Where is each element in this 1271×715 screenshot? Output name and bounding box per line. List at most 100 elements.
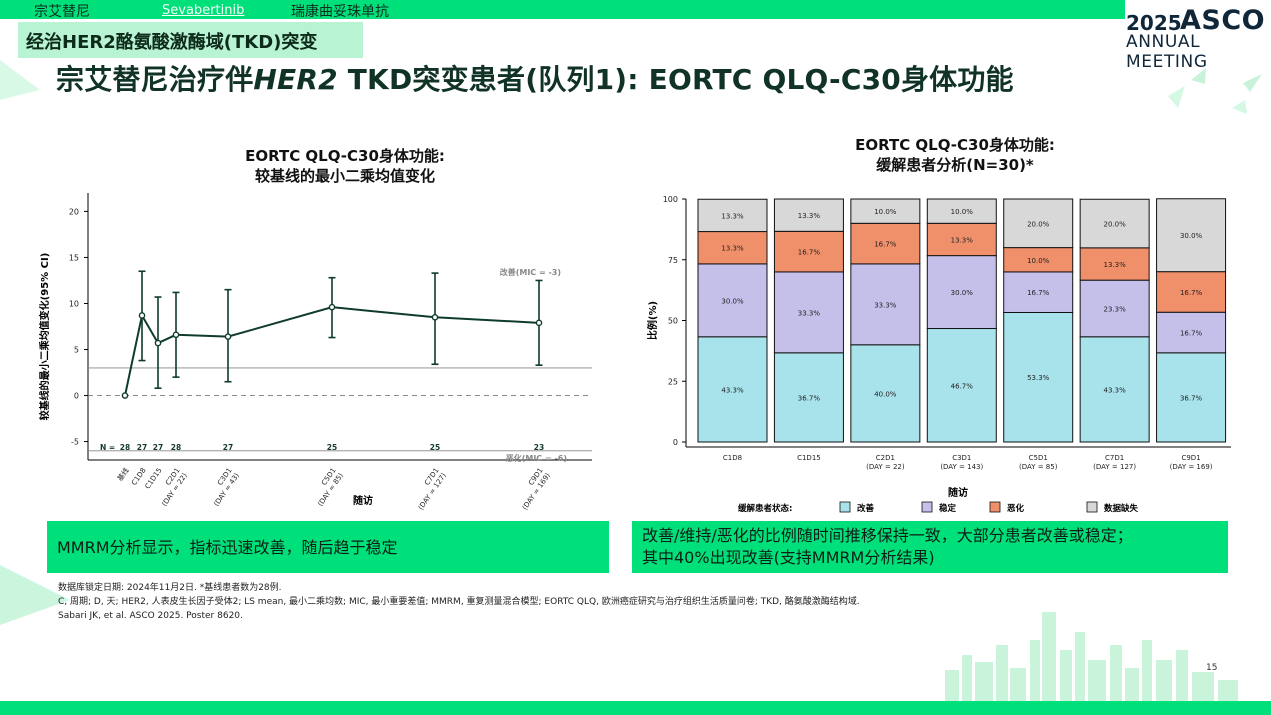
- bar-value-label: 33.3%: [798, 309, 821, 317]
- n-count: 27: [153, 443, 163, 452]
- bar-segment: [773, 198, 844, 232]
- subtitle-tag: [18, 22, 363, 58]
- y-axis-label: 较基线的最小二乘均值变化(95% CI): [38, 253, 51, 421]
- bar-value-label: 40.0%: [874, 390, 897, 398]
- x-tick-label: C2D1: [876, 454, 895, 462]
- bar-segment: [926, 255, 997, 330]
- y-tick-label: 15: [69, 253, 79, 262]
- x-axis-label: 随访: [948, 486, 968, 499]
- x-tick-label: (DAY = 22): [866, 463, 905, 471]
- n-count: 25: [430, 443, 440, 452]
- bar-segment: [850, 198, 921, 224]
- bar-value-label: 43.3%: [721, 386, 744, 394]
- x-tick-label: C9D1: [1181, 454, 1200, 462]
- legend-title: 缓解患者状态:: [738, 503, 792, 514]
- line-chart-title-line2: 较基线的最小二乘均值变化: [254, 167, 435, 185]
- x-tick-label: (DAY = 143): [940, 463, 983, 471]
- legend-swatch: [989, 501, 1001, 513]
- n-count: 27: [223, 443, 233, 452]
- x-tick-label-line: 基线: [115, 466, 130, 483]
- series-line: [124, 306, 540, 396]
- bar-value-label: 36.7%: [798, 394, 821, 402]
- bar-segment: [773, 352, 844, 443]
- page-number: 15: [1206, 663, 1218, 673]
- legend-swatch: [839, 501, 851, 513]
- bar-value-label: 10.0%: [951, 208, 974, 216]
- data-point: [535, 319, 543, 327]
- bar-value-label: 23.3%: [1104, 305, 1127, 313]
- bar-segment: [850, 263, 921, 346]
- page-title: 宗艾替尼治疗伴HER2 TKD突变患者(队列1): EORTC QLQ-C30身…: [56, 58, 1014, 98]
- x-tick-label: C9D1(DAY = 169): [521, 467, 552, 512]
- nav-item-zongaitini[interactable]: 宗艾替尼: [34, 4, 90, 20]
- bar-value-label: 46.7%: [951, 382, 974, 390]
- legend-swatch: [921, 501, 933, 513]
- line-chart-title: EORTC QLQ-C30身体功能: 较基线的最小二乘均值变化: [190, 146, 500, 186]
- bar-value-label: 43.3%: [1104, 386, 1127, 394]
- y-tick-label: 0: [673, 438, 678, 447]
- y-tick-label: 0: [74, 392, 79, 401]
- bar-value-label: 16.7%: [1180, 289, 1203, 297]
- x-tick-label: C7D1: [1105, 454, 1124, 462]
- bar-value-label: 13.3%: [721, 245, 744, 253]
- x-tick-label: C7D1(DAY = 127): [417, 467, 448, 512]
- y-tick-label: 20: [69, 207, 79, 216]
- n-count: 28: [171, 443, 181, 452]
- nav-item-sevabertinib[interactable]: Sevabertinib: [162, 3, 245, 18]
- data-point: [328, 303, 336, 311]
- subtitle-tag-text: 经治HER2酪氨酸激酶域(TKD)突变: [26, 32, 318, 53]
- top-nav-bar: [0, 0, 1125, 19]
- mic-worsen-label: 恶化(MIC = -6): [506, 453, 567, 463]
- data-point: [121, 392, 129, 399]
- bar-segment: [850, 344, 921, 443]
- bar-segment: [697, 263, 768, 338]
- x-tick-label: C1D15: [144, 467, 164, 491]
- bar-value-label: 33.3%: [874, 301, 897, 309]
- data-point: [224, 333, 232, 340]
- bar-segment: [1003, 271, 1074, 313]
- title-prefix: 宗艾替尼治疗伴: [56, 63, 254, 96]
- y-tick-label: 100: [663, 195, 678, 204]
- footnote-3: Sabari JK, et al. ASCO 2025. Poster 8620…: [58, 611, 243, 621]
- mic-improve-label: 改善(MIC = -3): [500, 267, 561, 277]
- legend-label: 改善: [857, 503, 875, 514]
- bar-segment: [1156, 271, 1227, 313]
- bar-segment: [1156, 311, 1227, 354]
- y-tick-label: 75: [668, 256, 678, 265]
- bar-value-label: 13.3%: [951, 236, 974, 244]
- bar-value-label: 53.3%: [1027, 374, 1050, 382]
- n-label: N =: [100, 443, 115, 452]
- footnote-2: C, 周期; D, 天; HER2, 人表皮生长因子受体2; LS mean, …: [58, 597, 860, 607]
- n-count: 28: [120, 443, 130, 452]
- left-summary-text: MMRM分析显示，指标迅速改善，随后趋于稳定: [57, 538, 398, 557]
- bar-segment: [926, 198, 997, 224]
- bar-segment: [697, 198, 768, 233]
- x-tick-label: C5D1(DAY = 85): [316, 467, 345, 508]
- bar-value-label: 13.3%: [1104, 261, 1127, 269]
- bottom-bar: [0, 701, 1271, 715]
- bar-chart-title-line2: 缓解患者分析(N=30)*: [876, 156, 1034, 174]
- bar-value-label: 13.3%: [798, 212, 821, 220]
- y-tick-label: 25: [668, 377, 678, 386]
- bar-segment: [1156, 352, 1227, 443]
- bar-value-label: 13.3%: [721, 212, 744, 220]
- bar-value-label: 20.0%: [1027, 220, 1050, 228]
- bar-value-label: 16.7%: [798, 249, 821, 257]
- title-italic: HER2: [253, 63, 338, 96]
- data-point: [138, 312, 146, 319]
- asco-logo-subtitle: ANNUAL MEETING: [1126, 32, 1208, 72]
- y-axis-label: 比例(%): [646, 301, 659, 340]
- bar-segment: [773, 230, 844, 273]
- x-tick-label: 基线: [115, 466, 130, 483]
- bar-value-label: 36.7%: [1180, 394, 1203, 402]
- asco-logo-name: ASCO: [1180, 5, 1266, 36]
- nav-item-trastuzumab-rezetecan[interactable]: 瑞康曲妥珠单抗: [291, 4, 389, 20]
- bar-segment: [1156, 198, 1227, 273]
- bar-chart-title: EORTC QLQ-C30身体功能: 缓解患者分析(N=30)*: [800, 135, 1110, 175]
- y-tick-label: 10: [69, 299, 79, 308]
- x-tick-label: C5D1: [1029, 454, 1048, 462]
- bar-value-label: 30.0%: [721, 297, 744, 305]
- bar-value-label: 16.7%: [874, 241, 897, 249]
- bar-segment: [1079, 336, 1150, 443]
